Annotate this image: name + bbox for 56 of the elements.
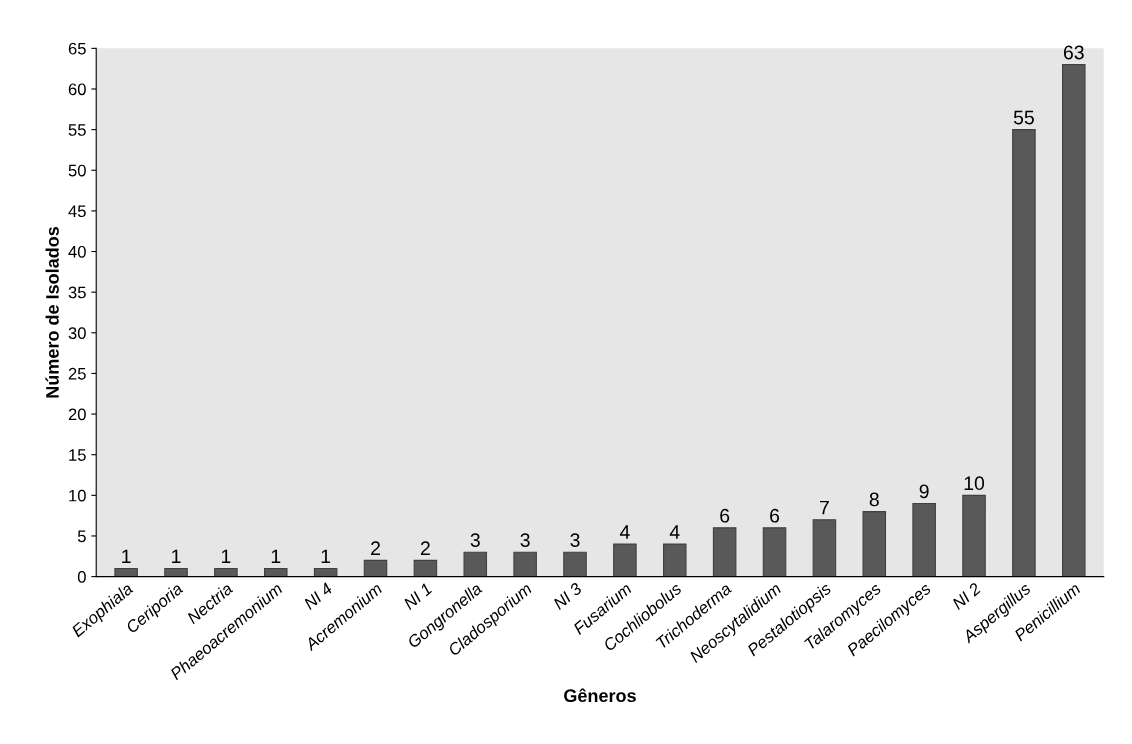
data-label: 3 [520,533,530,547]
y-axis-title: Número de Isolados [45,226,59,398]
data-label: 8 [869,492,879,507]
data-label: 1 [221,549,231,564]
bar [164,567,188,577]
bar [912,502,936,577]
bar [1012,129,1036,577]
bar [862,511,887,577]
bar [114,567,138,577]
data-label: 3 [570,533,580,547]
data-label: 3 [470,533,480,547]
bar [613,543,637,577]
data-label: 4 [619,525,630,539]
bar [812,519,837,577]
data-label: 1 [172,549,181,564]
y-tick-label: 30 [68,327,86,339]
y-tick-label: 15 [69,449,86,461]
bar [263,567,288,577]
y-tick-label: 60 [68,83,86,96]
y-tick-label: 45 [68,205,86,218]
bar [712,527,737,577]
bar [214,567,238,577]
y-tick-label: 55 [68,124,86,136]
bar [662,543,687,577]
y-tick-label: 25 [68,367,86,380]
y-tick-label: 65 [68,42,86,55]
data-label: 6 [770,508,780,523]
y-tick-label: 20 [68,408,86,421]
bar [413,559,438,577]
data-label: 55 [1013,110,1034,125]
y-tick-label: 35 [68,286,86,299]
data-label: 10 [964,476,985,491]
data-label: 7 [819,500,829,515]
data-label: 1 [122,549,131,564]
bar [563,551,587,577]
y-tick-label: 0 [77,571,86,583]
data-label: 1 [271,549,281,564]
data-label: 1 [321,549,331,564]
bar [962,494,986,577]
data-label: 2 [420,541,430,555]
bar [463,551,488,577]
data-label: 6 [720,508,730,523]
data-label: 63 [1063,45,1084,60]
y-tick-label: 5 [77,530,86,543]
y-tick-label: 40 [68,245,86,258]
data-label: 2 [371,541,380,555]
bar [513,551,537,577]
bar [313,567,338,577]
y-tick-label: 50 [68,164,86,177]
y-tick-label: 10 [69,489,86,502]
x-axis-title: Gêneros [564,688,636,703]
bar [363,559,388,577]
bar [762,527,787,577]
bar [1061,64,1086,577]
data-label: 4 [669,525,680,539]
data-label: 9 [919,484,929,499]
